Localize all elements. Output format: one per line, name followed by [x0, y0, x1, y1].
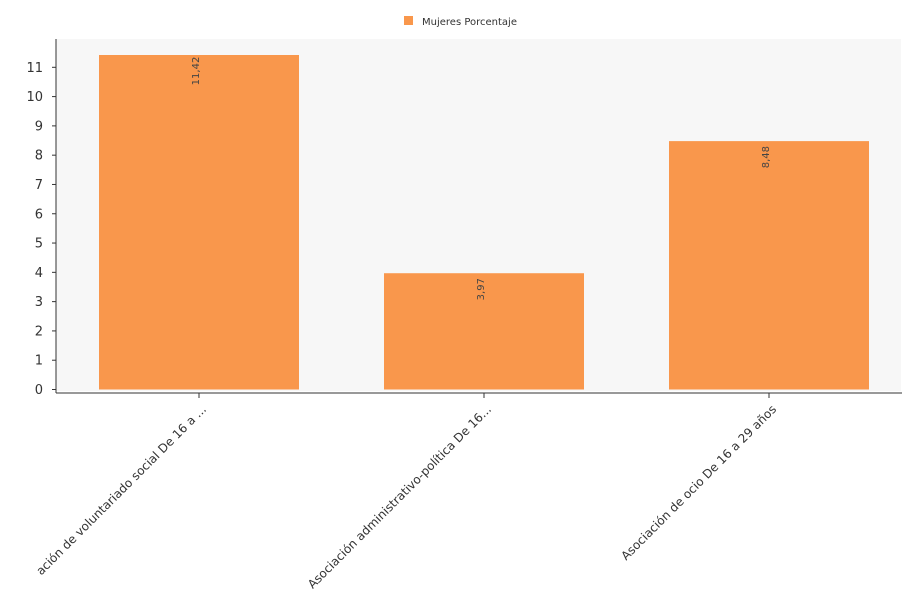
category-labels: ación de voluntariado social De 16 a ...… [33, 402, 779, 591]
y-tick-label-6: 6 [35, 207, 43, 222]
bar-2 [384, 273, 584, 390]
y-tick-label-4: 4 [35, 266, 43, 281]
y-tick-label-10: 10 [26, 90, 43, 105]
y-tick-label-2: 2 [35, 324, 43, 339]
data-label-3: 8,48 [761, 146, 772, 168]
y-tick-label-0: 0 [35, 383, 43, 398]
y-tick-label-3: 3 [35, 295, 43, 310]
y-tick-label-1: 1 [35, 354, 43, 369]
bar-3 [669, 141, 869, 390]
y-tick-label-5: 5 [35, 237, 43, 252]
category-label-2: Asociación administrativo-política De 16… [305, 402, 494, 591]
y-axis-ticks: 0 1 2 3 4 5 6 7 8 9 10 11 [26, 61, 56, 398]
data-label-1: 11,42 [191, 57, 202, 86]
legend: Mujeres Porcentaje [404, 16, 517, 28]
legend-label: Mujeres Porcentaje [422, 17, 517, 28]
category-label-1: ación de voluntariado social De 16 a ... [33, 402, 209, 578]
bars [99, 55, 869, 390]
data-labels: 11,42 3,97 8,48 [191, 57, 772, 301]
y-tick-label-11: 11 [26, 61, 43, 76]
data-label-2: 3,97 [476, 278, 487, 300]
legend-swatch [404, 16, 413, 25]
axes [55, 39, 902, 394]
bar-1 [99, 55, 299, 390]
category-label-3: Asociación de ocio De 16 a 29 años [618, 402, 779, 563]
y-tick-label-7: 7 [35, 178, 43, 193]
y-tick-label-9: 9 [35, 119, 43, 134]
y-tick-label-8: 8 [35, 149, 43, 164]
x-axis-ticks [198, 393, 770, 398]
